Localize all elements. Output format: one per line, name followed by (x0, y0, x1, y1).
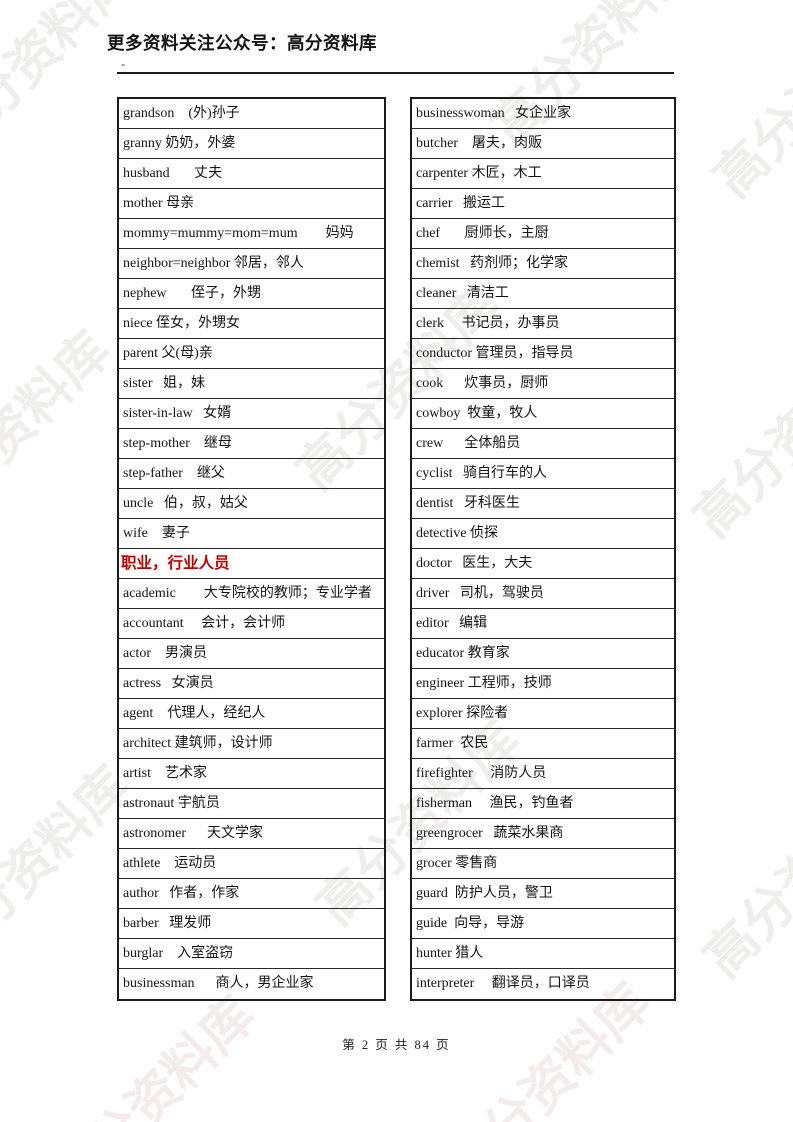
page-number: 第 2 页 共 84 页 (342, 1038, 451, 1052)
page-header-title: 更多资料关注公众号：高分资料库 (107, 33, 377, 53)
table-row: doctor 医生，大夫 (412, 549, 674, 579)
watermark-text: 高分资料库 (693, 763, 793, 989)
table-row: niece 侄女，外甥女 (119, 309, 384, 339)
header-dash: - (121, 56, 126, 71)
table-row: agent 代理人，经纪人 (119, 699, 384, 729)
table-row: architect 建筑师，设计师 (119, 729, 384, 759)
vocab-table-left: grandson (外)孙子 granny 奶奶，外婆 husband 丈夫 moth… (117, 97, 386, 1001)
table-row: academic 大专院校的教师；专业学者 (119, 579, 384, 609)
watermark-text: 高分资料库 (703, 0, 793, 209)
table-row: educator 教育家 (412, 639, 674, 669)
table-row: chemist 药剂师；化学家 (412, 249, 674, 279)
table-row: editor 编辑 (412, 609, 674, 639)
table-row: granny 奶奶，外婆 (119, 129, 384, 159)
table-row: clerk 书记员，办事员 (412, 309, 674, 339)
table-row: guard 防护人员，警卫 (412, 879, 674, 909)
table-row: step-mother 继母 (119, 429, 384, 459)
table-row: explorer 探险者 (412, 699, 674, 729)
table-row: businesswoman 女企业家 (412, 99, 674, 129)
table-row: cyclist 骑自行车的人 (412, 459, 674, 489)
table-row: step-father 继父 (119, 459, 384, 489)
table-row: dentist 牙科医生 (412, 489, 674, 519)
table-row: athlete 运动员 (119, 849, 384, 879)
table-row: carrier 搬运工 (412, 189, 674, 219)
table-row: engineer 工程师，技师 (412, 669, 674, 699)
table-row: grandson (外)孙子 (119, 99, 384, 129)
table-row: hunter 猎人 (412, 939, 674, 969)
table-row: astronaut 宇航员 (119, 789, 384, 819)
table-row: fisherman 渔民，钓鱼者 (412, 789, 674, 819)
table-row: husband 丈夫 (119, 159, 384, 189)
table-row: businessman 商人，男企业家 (123, 976, 314, 991)
table-row: nephew 侄子，外甥 (119, 279, 384, 309)
table-row: mommy=mummy=mom=mum 妈妈 (119, 219, 384, 249)
table-row: driver 司机，驾驶员 (412, 579, 674, 609)
table-row: sister-in-law 女婿 (119, 399, 384, 429)
table-row: cowboy 牧童，牧人 (412, 399, 674, 429)
table-row: firefighter 消防人员 (412, 759, 674, 789)
table-row: barber 理发师 (119, 909, 384, 939)
table-row: conductor 管理员，指导员 (412, 339, 674, 369)
table-row: chef 厨师长，主厨 (412, 219, 674, 249)
category-row: 职业，行业人员 (119, 549, 384, 579)
table-row: farmer 农民 (412, 729, 674, 759)
table-row: cook 炊事员，厨师 (412, 369, 674, 399)
watermark-text: 高分资料库 (0, 321, 122, 547)
table-row: parent 父(母)亲 (119, 339, 384, 369)
table-row: actress 女演员 (119, 669, 384, 699)
table-row: burglar 入室盗窃 (119, 939, 384, 969)
table-row: artist 艺术家 (119, 759, 384, 789)
vocab-table-right: businesswoman 女企业家 butcher 屠夫，肉贩 carpenter… (410, 97, 676, 1001)
table-row: guide 向导，导游 (412, 909, 674, 939)
table-row: wife 妻子 (119, 519, 384, 549)
table-row: astronomer 天文学家 (119, 819, 384, 849)
table-row: grocer 零售商 (412, 849, 674, 879)
table-row: mother 母亲 (119, 189, 384, 219)
header-rule (117, 72, 674, 74)
table-row: crew 全体船员 (412, 429, 674, 459)
table-row: cleaner 清洁工 (412, 279, 674, 309)
table-row: author 作者，作家 (119, 879, 384, 909)
table-row: uncle 伯，叔，姑父 (119, 489, 384, 519)
table-row: interpreter 翻译员，口译员 (416, 976, 590, 991)
table-row: actor 男演员 (119, 639, 384, 669)
table-row: butcher 屠夫，肉贩 (412, 129, 674, 159)
table-row: accountant 会计，会计师 (119, 609, 384, 639)
table-row: carpenter 木匠，木工 (412, 159, 674, 189)
watermark-text: 高分资料库 (683, 323, 793, 549)
watermark-text: 高分资料库 (717, 1003, 793, 1122)
table-row: sister 姐，妹 (119, 369, 384, 399)
table-row: greengrocer 蔬菜水果商 (412, 819, 674, 849)
table-row: neighbor=neighbor 邻居，邻人 (119, 249, 384, 279)
table-row: detective 侦探 (412, 519, 674, 549)
